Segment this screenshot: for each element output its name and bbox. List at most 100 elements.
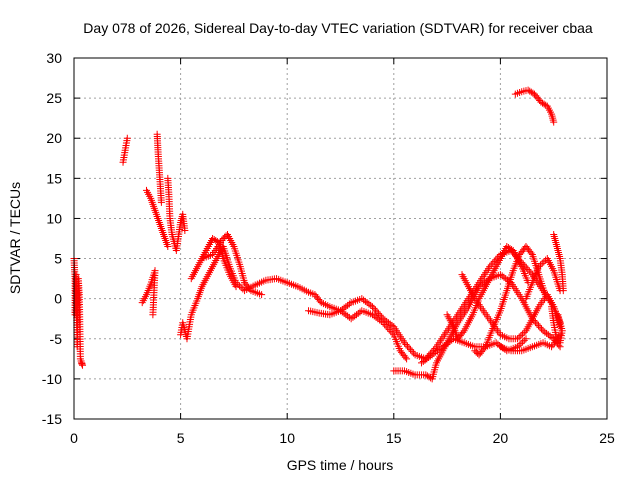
data-point xyxy=(522,335,530,343)
data-point xyxy=(502,275,510,283)
data-point xyxy=(426,352,434,360)
data-point xyxy=(367,301,375,309)
data-point xyxy=(543,329,551,337)
data-point xyxy=(544,331,552,339)
data-point xyxy=(534,322,542,330)
data-point xyxy=(423,355,431,363)
data-point xyxy=(344,312,352,320)
x-tick-label: 10 xyxy=(279,430,295,446)
data-point xyxy=(531,318,539,326)
data-point xyxy=(520,336,528,344)
data-point xyxy=(519,338,527,346)
data-point xyxy=(351,312,359,320)
data-point xyxy=(381,320,389,328)
data-point xyxy=(430,349,438,357)
x-axis-label: GPS time / hours xyxy=(287,457,394,473)
data-point xyxy=(401,353,409,361)
data-point xyxy=(538,259,546,267)
data-point xyxy=(408,347,416,355)
data-point xyxy=(400,339,408,347)
data-point xyxy=(384,324,392,332)
y-tick-label: 0 xyxy=(54,291,62,307)
data-point xyxy=(338,308,346,316)
data-point xyxy=(527,249,535,257)
data-point xyxy=(385,326,393,334)
data-point xyxy=(489,259,497,267)
data-point xyxy=(475,283,483,291)
data-point xyxy=(258,291,266,299)
data-point xyxy=(382,322,390,330)
data-point xyxy=(149,311,157,319)
data-point xyxy=(157,198,165,206)
data-point xyxy=(435,345,443,353)
data-point xyxy=(517,340,525,348)
data-point xyxy=(407,346,415,354)
data-point xyxy=(517,332,525,340)
y-tick-label: 10 xyxy=(46,210,62,226)
data-point xyxy=(556,331,564,339)
data-point xyxy=(418,359,426,367)
data-point xyxy=(540,258,548,266)
data-point xyxy=(345,300,353,308)
data-point xyxy=(404,342,412,350)
data-point xyxy=(347,315,355,323)
data-point xyxy=(536,261,544,269)
data-point xyxy=(405,344,413,352)
grid-lines xyxy=(74,58,607,419)
data-point xyxy=(373,308,381,316)
data-point xyxy=(374,315,382,323)
data-point xyxy=(376,316,384,324)
data-point xyxy=(368,311,376,319)
data-point xyxy=(388,321,396,329)
data-point xyxy=(500,273,508,281)
data-point xyxy=(361,297,369,305)
data-point xyxy=(425,353,433,361)
data-point xyxy=(78,360,86,368)
data-point xyxy=(448,336,456,344)
data-point xyxy=(559,287,567,295)
y-tick-label: 20 xyxy=(46,130,62,146)
data-point xyxy=(444,339,452,347)
x-tick-label: 25 xyxy=(599,430,615,446)
data-point xyxy=(554,311,562,319)
data-point xyxy=(410,349,418,357)
data-point xyxy=(379,319,387,327)
data-point xyxy=(377,317,385,325)
data-point xyxy=(342,311,350,319)
x-tick-label: 0 xyxy=(70,430,78,446)
data-point xyxy=(536,323,544,331)
data-point xyxy=(541,328,549,336)
data-point xyxy=(520,328,528,336)
y-tick-label: -15 xyxy=(42,411,62,427)
data-point xyxy=(546,332,554,340)
y-tick-label: 15 xyxy=(46,170,62,186)
data-point xyxy=(437,344,445,352)
data-point xyxy=(498,272,506,280)
data-point xyxy=(527,269,535,277)
data-point xyxy=(344,301,352,309)
data-point xyxy=(421,356,429,364)
data-point xyxy=(428,351,436,359)
data-point xyxy=(237,283,245,291)
data-point xyxy=(432,348,440,356)
data-point xyxy=(419,358,427,366)
data-point xyxy=(459,328,467,336)
data-point xyxy=(539,327,547,335)
data-point xyxy=(123,134,131,142)
data-point xyxy=(360,296,368,304)
data-point xyxy=(372,306,380,314)
data-point xyxy=(524,265,532,273)
y-tick-label: -5 xyxy=(50,331,63,347)
data-point xyxy=(370,312,378,320)
y-tick-label: 5 xyxy=(54,251,62,267)
data-point xyxy=(441,341,449,349)
data-point xyxy=(513,335,521,343)
x-tick-label: 5 xyxy=(177,430,185,446)
data-point xyxy=(356,308,364,316)
y-tick-label: -10 xyxy=(42,371,62,387)
data-point xyxy=(439,343,447,351)
data-point xyxy=(492,339,500,347)
x-tick-label: 20 xyxy=(493,430,509,446)
data-point xyxy=(354,309,362,317)
